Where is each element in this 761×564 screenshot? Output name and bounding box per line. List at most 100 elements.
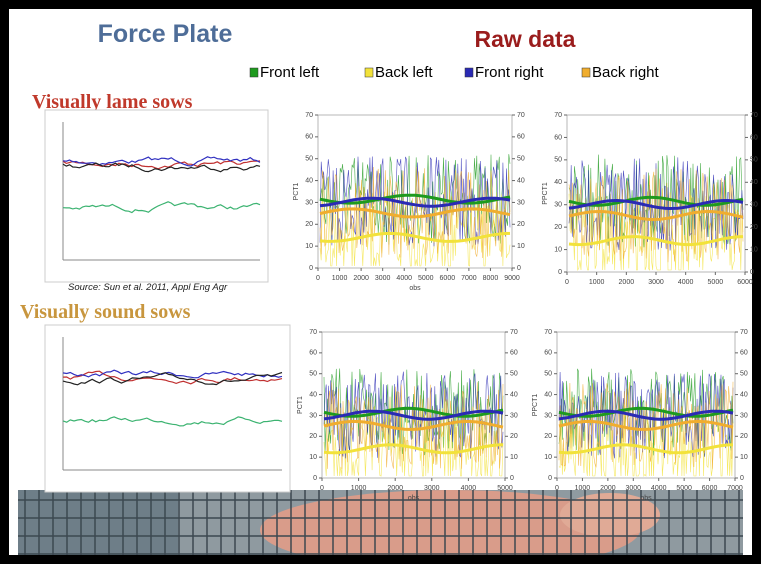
y2-tick-label: 60 [510, 350, 518, 357]
photo [18, 490, 743, 564]
legend-label: Front right [475, 64, 544, 81]
y2-tick-label: 50 [517, 156, 525, 163]
y2-tick-label: 20 [740, 433, 748, 440]
y-tick-label: 50 [554, 157, 562, 164]
y-tick-label: 50 [544, 371, 552, 378]
y2-tick-label: 50 [510, 371, 518, 378]
y-tick-label: 70 [309, 329, 317, 336]
y2-tick-label: 70 [740, 329, 748, 336]
thumbnail-frame [45, 110, 268, 282]
y-tick-label: 10 [309, 454, 317, 461]
y-axis-label: PCT1 [293, 182, 300, 200]
y-tick-label: 0 [548, 475, 552, 482]
y2-tick-label: 40 [517, 177, 525, 184]
x-tick-label: 1000 [351, 485, 367, 492]
y-tick-label: 30 [305, 199, 313, 206]
y-tick-label: 40 [544, 391, 552, 398]
y2-tick-label: 60 [517, 134, 525, 141]
thumbnail-chart [45, 110, 268, 282]
x-tick-label: 1000 [575, 485, 591, 492]
y-tick-label: 50 [305, 156, 313, 163]
y-tick-label: 20 [544, 433, 552, 440]
y-tick-label: 60 [305, 134, 313, 141]
y-tick-label: 10 [305, 243, 313, 250]
x-tick-label: 2000 [619, 279, 635, 286]
y-tick-label: 70 [554, 112, 562, 119]
source: Source: Sun et al. 2011, Appl Eng Agr [68, 282, 228, 293]
y2-tick-label: 30 [740, 412, 748, 419]
x-tick-label: 5000 [418, 275, 434, 282]
x-tick-label: 4000 [461, 485, 477, 492]
y2-tick-label: 20 [750, 224, 758, 231]
y2-tick-label: 0 [750, 269, 754, 276]
title: Force Plate [98, 20, 233, 48]
x-tick-label: 0 [565, 279, 569, 286]
y-tick-label: 10 [554, 246, 562, 253]
x-tick-label: 1000 [589, 279, 605, 286]
legend-label: Back right [592, 64, 660, 81]
x-axis-label: obs [640, 495, 652, 502]
y-tick-label: 40 [309, 391, 317, 398]
y-tick-label: 70 [544, 329, 552, 336]
x-tick-label: 3000 [424, 485, 440, 492]
legend-swatch [465, 68, 473, 77]
x-tick-label: 3000 [375, 275, 391, 282]
y2-tick-label: 30 [510, 412, 518, 419]
x-tick-label: 4000 [678, 279, 694, 286]
y-tick-label: 20 [305, 221, 313, 228]
y-tick-label: 20 [309, 433, 317, 440]
y2-tick-label: 40 [510, 391, 518, 398]
y2-tick-label: 0 [510, 475, 514, 482]
x-tick-label: 3000 [648, 279, 664, 286]
y2-tick-label: 0 [517, 265, 521, 272]
x-tick-label: 6000 [440, 275, 456, 282]
photo-wall [18, 490, 178, 564]
y2-tick-label: 40 [750, 179, 758, 186]
y-tick-label: 60 [544, 350, 552, 357]
thumbnail-chart [45, 325, 290, 492]
legend-label: Back left [375, 64, 433, 81]
x-tick-label: 0 [320, 485, 324, 492]
y-tick-label: 30 [309, 412, 317, 419]
y2-tick-label: 0 [740, 475, 744, 482]
x-tick-label: 7000 [461, 275, 477, 282]
y2-tick-label: 60 [740, 350, 748, 357]
x-axis-label: obs [408, 495, 420, 502]
y-axis-label: PCT1 [297, 396, 304, 414]
x-tick-label: 4000 [651, 485, 667, 492]
subtitle: Raw data [475, 26, 576, 52]
y2-tick-label: 10 [510, 454, 518, 461]
y2-tick-label: 20 [510, 433, 518, 440]
y-tick-label: 40 [305, 177, 313, 184]
y-tick-label: 0 [558, 269, 562, 276]
y-tick-label: 20 [554, 224, 562, 231]
x-tick-label: 6000 [737, 279, 753, 286]
y-tick-label: 30 [544, 412, 552, 419]
thumbnail-frame [45, 325, 290, 492]
y-tick-label: 50 [309, 371, 317, 378]
y2-tick-label: 10 [750, 246, 758, 253]
y-tick-label: 60 [554, 134, 562, 141]
x-tick-label: 2000 [600, 485, 616, 492]
y-axis-label: PPCT1 [542, 182, 549, 205]
x-tick-label: 7000 [727, 485, 743, 492]
x-tick-label: 9000 [504, 275, 520, 282]
y-axis-label: PPCT1 [532, 394, 539, 417]
x-tick-label: 1000 [332, 275, 348, 282]
section-label: Visually sound sows [20, 301, 191, 323]
y-tick-label: 70 [305, 112, 313, 119]
y2-tick-label: 20 [517, 221, 525, 228]
y2-tick-label: 10 [740, 454, 748, 461]
y2-tick-label: 30 [750, 202, 758, 209]
x-tick-label: 5000 [676, 485, 692, 492]
legend-label: Front left [260, 64, 320, 81]
y-tick-label: 60 [309, 350, 317, 357]
x-tick-label: 5000 [708, 279, 724, 286]
y2-tick-label: 10 [517, 243, 525, 250]
legend-swatch [365, 68, 373, 77]
x-tick-label: 0 [316, 275, 320, 282]
y2-tick-label: 30 [517, 199, 525, 206]
y2-tick-label: 40 [740, 391, 748, 398]
